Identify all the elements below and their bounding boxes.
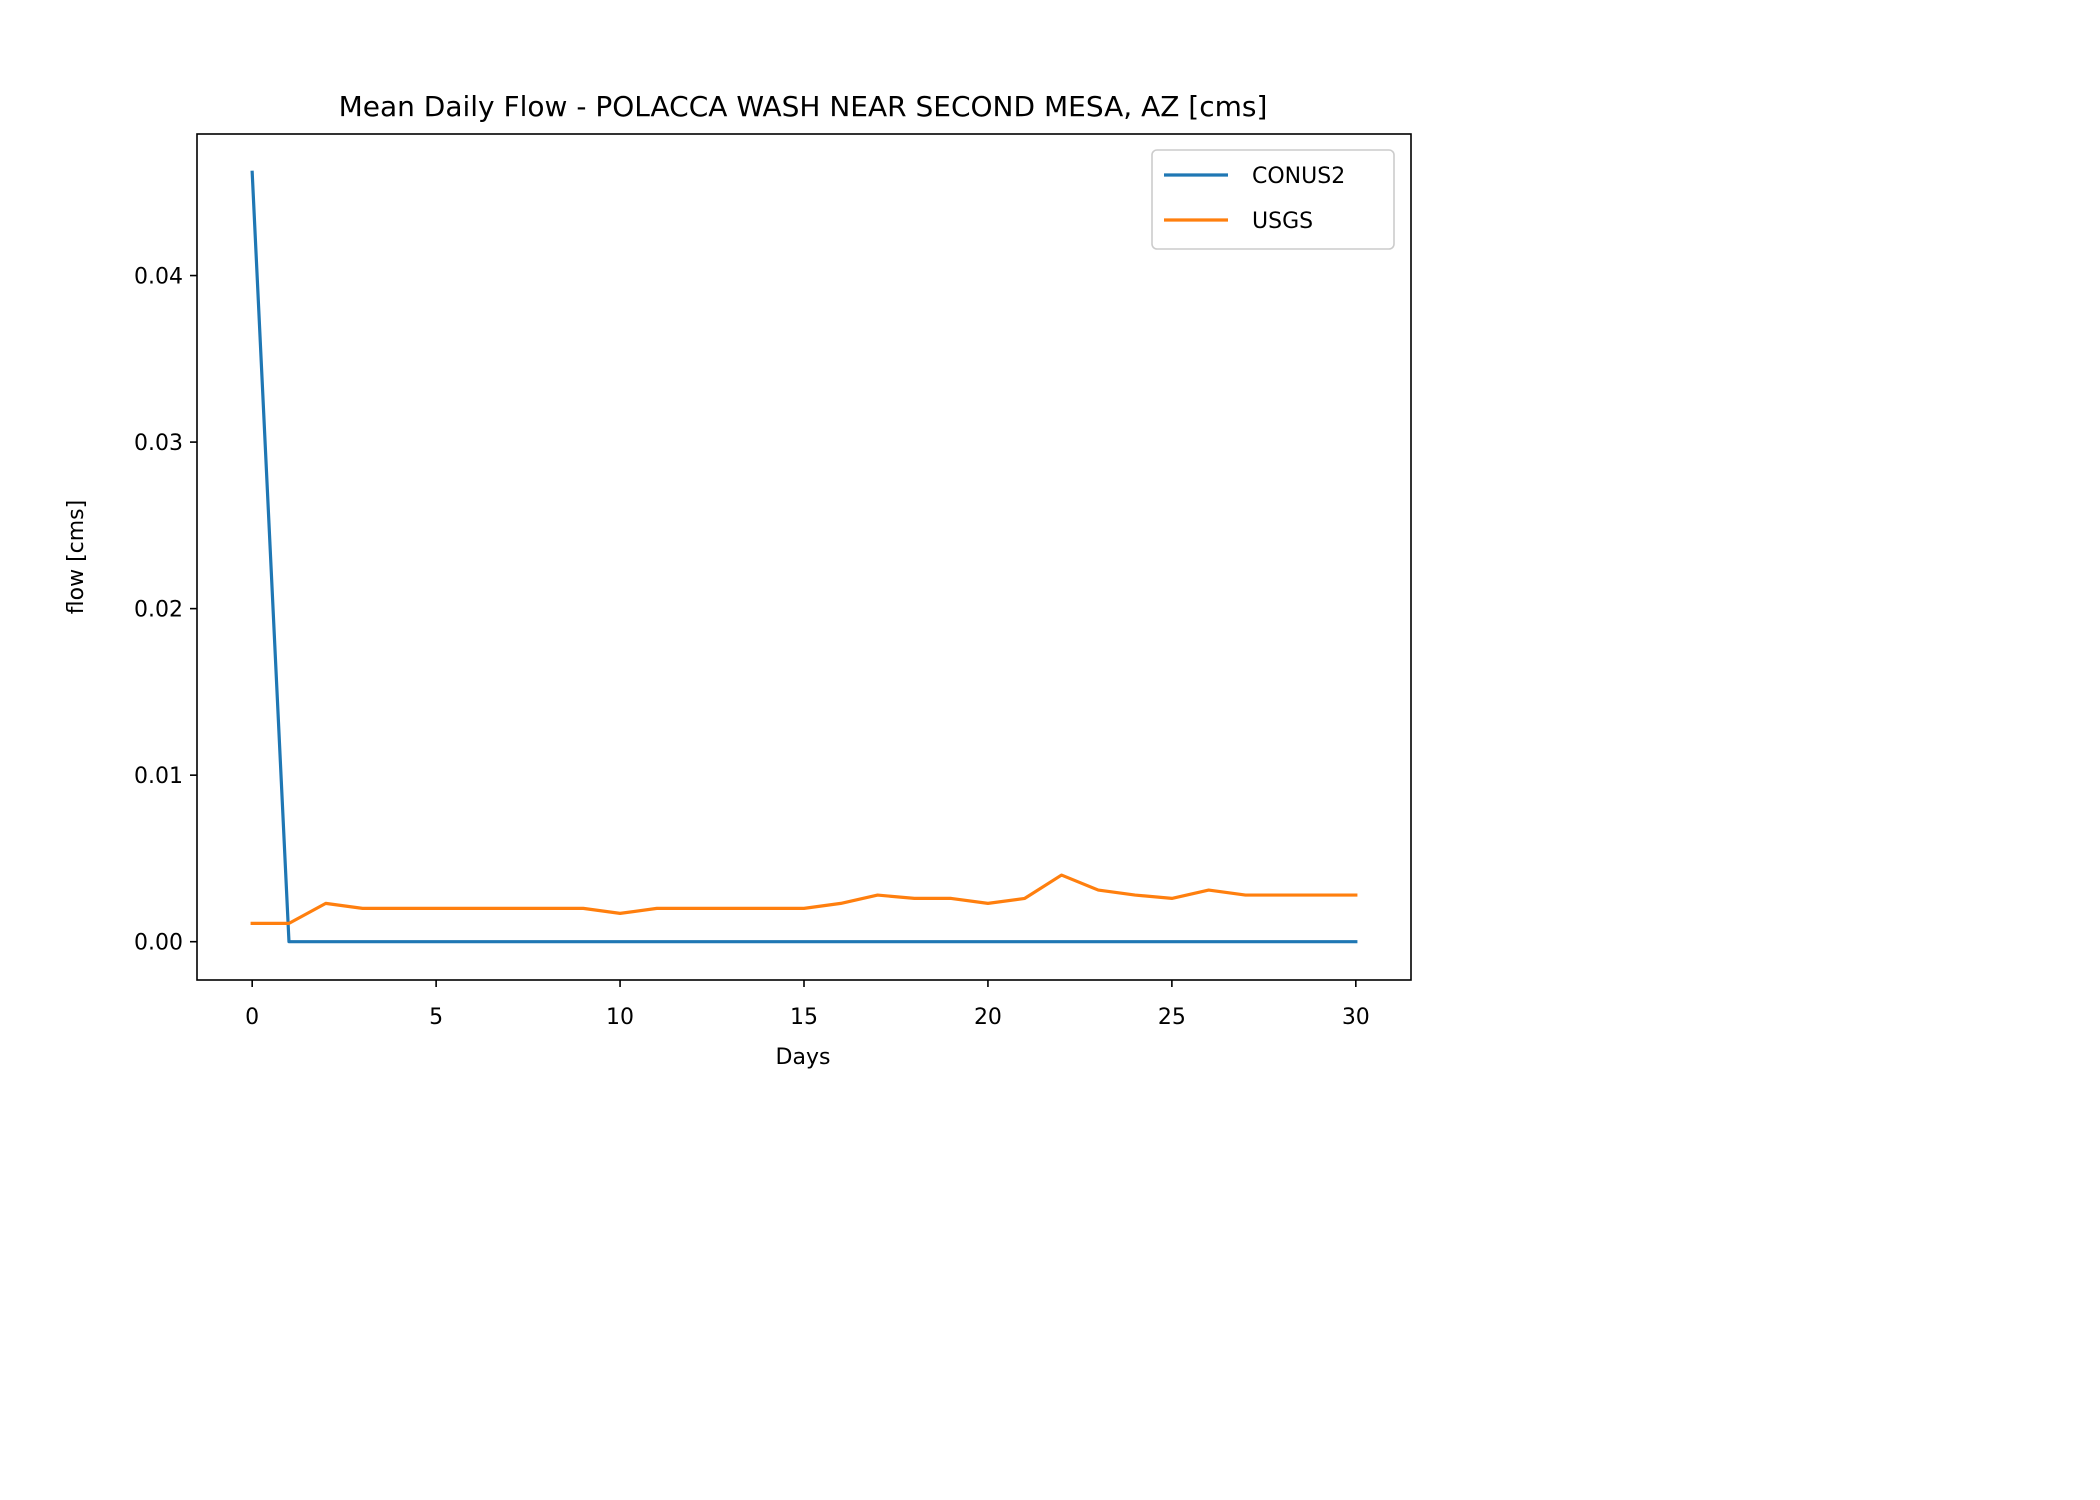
x-tick-label: 10: [606, 1005, 634, 1030]
legend: CONUS2 USGS: [1151, 149, 1395, 250]
y-axis-ticks: 0.00 0.01 0.02 0.03 0.04: [134, 265, 197, 956]
y-tick-label: 0.04: [134, 265, 183, 290]
series-layer: [250, 170, 1358, 944]
x-tick-label: 15: [790, 1005, 818, 1030]
legend-label-usgs: USGS: [1252, 209, 1313, 234]
x-tick-label: 5: [429, 1005, 443, 1030]
x-tick-label: 30: [1342, 1005, 1370, 1030]
x-tick-label: 25: [1158, 1005, 1186, 1030]
legend-label-conus2: CONUS2: [1252, 164, 1345, 189]
y-tick-label: 0.01: [134, 764, 183, 789]
y-tick-label: 0.02: [134, 598, 183, 623]
y-tick-label: 0.00: [134, 931, 183, 956]
x-axis-label: Days: [776, 1045, 831, 1070]
y-tick-label: 0.03: [134, 431, 183, 456]
line-chart: Mean Daily Flow - POLACCA WASH NEAR SECO…: [64, 90, 1412, 1070]
x-tick-label: 20: [974, 1005, 1002, 1030]
chart-title: Mean Daily Flow - POLACCA WASH NEAR SECO…: [339, 90, 1268, 123]
x-axis-ticks: 0 5 10 15 20 25 30: [245, 980, 1370, 1030]
x-tick-label: 0: [245, 1005, 259, 1030]
y-axis-label: flow [cms]: [64, 500, 89, 614]
